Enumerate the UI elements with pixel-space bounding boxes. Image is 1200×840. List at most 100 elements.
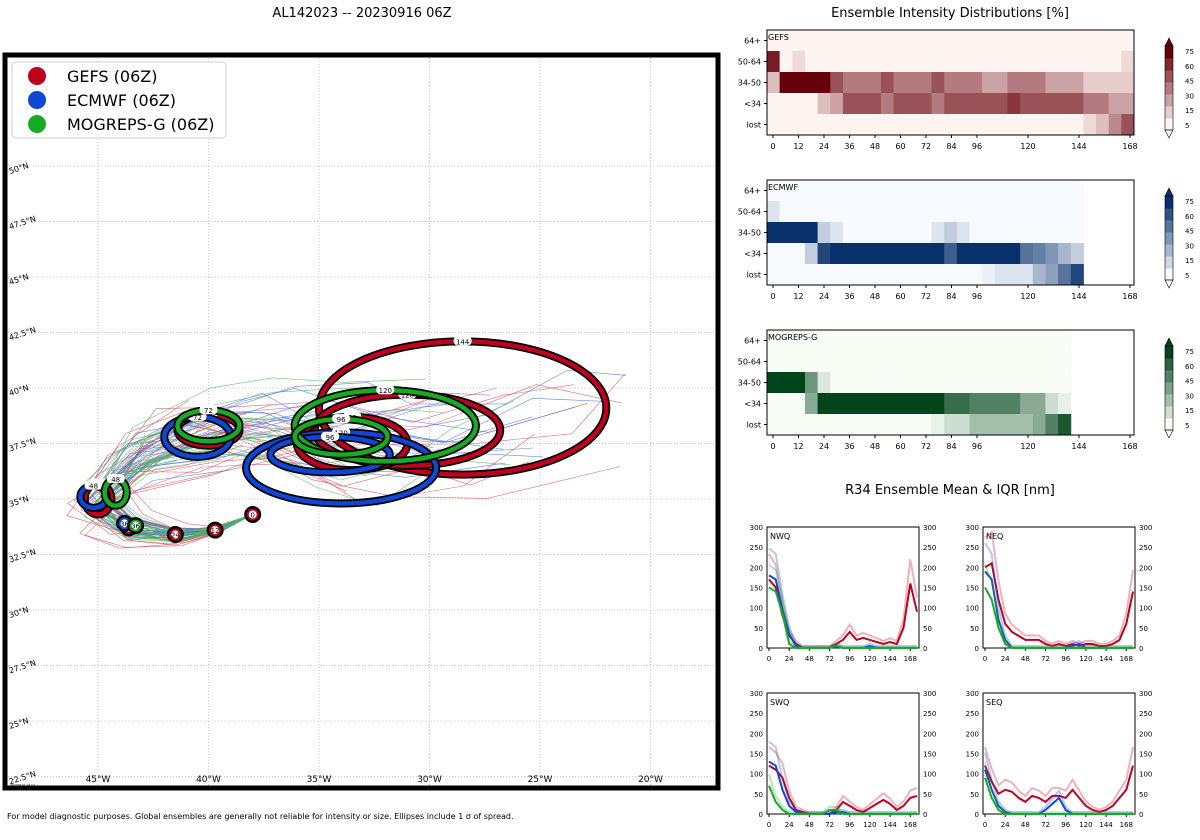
heatmap-cell (982, 414, 996, 436)
heatmap-cell (1020, 243, 1034, 265)
heatmap-cell (804, 414, 819, 436)
r34-xtick-label: 96 (1061, 655, 1070, 663)
heatmap-cell (893, 72, 907, 94)
heatmap-cell (893, 201, 907, 223)
heatmap-row-label: 34-50 (738, 379, 761, 388)
position-marker (246, 508, 259, 521)
heatmap-cell (830, 393, 844, 415)
r34-xtick-label: 48 (805, 655, 814, 663)
colorbar-tick-label: 5 (1185, 272, 1189, 280)
heatmap-cell (817, 351, 831, 373)
heatmap-cell (931, 243, 945, 265)
heatmap-cell (931, 414, 945, 436)
heatmap-cell (804, 222, 819, 244)
heatmap-cell (830, 201, 844, 223)
heatmap-cell (804, 264, 819, 286)
heatmap-row-label: lost (747, 121, 761, 130)
ellipse-hour-label: 48 (111, 476, 120, 484)
heatmap-cell (842, 51, 857, 73)
heatmap-cell (1083, 30, 1097, 52)
r34-ytick-label-right: 50 (923, 625, 932, 633)
heatmap-cell (1007, 330, 1021, 352)
heatmap-cell (982, 264, 996, 286)
heatmap-cell (817, 243, 831, 265)
colorbar-tick-label: 75 (1185, 198, 1194, 206)
heatmap-cell (1058, 93, 1072, 115)
heatmap-xtick-label: 60 (895, 292, 905, 301)
heatmap-cell (906, 72, 920, 94)
r34-ytick-label: 100 (750, 605, 763, 613)
heatmap-cell (792, 330, 806, 352)
heatmap-cell (1032, 351, 1046, 373)
colorbar-tick-label: 60 (1185, 213, 1194, 221)
heatmap-xtick-label: 144 (1071, 292, 1086, 301)
r34-xtick-label: 24 (785, 821, 794, 829)
heatmap-cell (767, 222, 781, 244)
position-marker (129, 519, 142, 532)
heatmap-cell (931, 180, 945, 202)
heatmap-cell (994, 51, 1008, 73)
heatmap-cell (842, 393, 857, 415)
heatmap-cell (918, 180, 933, 202)
r34-ytick-label-right: 200 (923, 564, 936, 572)
heatmap-cell (830, 243, 844, 265)
heatmap-cell (1045, 372, 1059, 394)
heatmap-cell (767, 414, 781, 436)
heatmap-cell (1045, 114, 1059, 136)
heatmap-cell (982, 351, 996, 373)
heatmap-xtick-label: 0 (770, 442, 775, 451)
ellipse-hour-label: 72 (193, 414, 202, 422)
colorbar-tick-label: 45 (1185, 78, 1194, 86)
heatmap-cell (931, 393, 945, 415)
heatmap-cell (893, 372, 907, 394)
heatmap-cell (956, 51, 970, 73)
r34-xtick-label: 0 (983, 655, 987, 663)
ellipse-hour-badge (84, 480, 103, 490)
heatmap-cell (1096, 114, 1110, 136)
heatmap-cell (792, 393, 806, 415)
heatmap-cell (982, 180, 996, 202)
heatmap-row-label: 50-64 (738, 208, 761, 217)
heatmap-cell (1121, 51, 1135, 73)
legend-box (11, 61, 227, 139)
r34-ytick-label-right: 250 (1139, 544, 1152, 552)
heatmap-cell (842, 30, 857, 52)
ellipse-hour-label: 96 (326, 434, 335, 442)
heatmap-cell (804, 114, 819, 136)
heatmap-cell (994, 330, 1008, 352)
heatmap-cell (767, 351, 781, 373)
heatmap-row-label: 34-50 (738, 79, 761, 88)
heatmap-cell (1045, 243, 1059, 265)
r34-xtick-label: 144 (1099, 655, 1113, 663)
heatmap-cell (1032, 393, 1046, 415)
heatmap-cell (969, 51, 983, 73)
heatmap-cell (817, 393, 831, 415)
heatmap-cell (1032, 51, 1046, 73)
heatmap-cell (944, 393, 958, 415)
colorbar-segment (1165, 94, 1173, 107)
heatmap-cell (767, 243, 781, 265)
heatmap-cell (779, 114, 793, 136)
heatmap-cell (855, 222, 869, 244)
r34-ytick-label-right: 50 (1139, 791, 1148, 799)
track-map: 144120967248120967248120967248 012243636… (2, 52, 721, 791)
heatmap-cell (1070, 180, 1084, 202)
heatmap-cell (906, 93, 920, 115)
heatmap-cell (931, 201, 945, 223)
heatmap-cell (830, 264, 844, 286)
heatmap-cell (804, 201, 819, 223)
heatmap-row-label: 50-64 (738, 58, 761, 67)
r34-ytick-label-right: 250 (923, 544, 936, 552)
heatmap-cell (969, 30, 983, 52)
heatmap-cell (767, 93, 781, 115)
heatmap-cell (855, 201, 869, 223)
r34-ytick-label-right: 150 (923, 585, 936, 593)
heatmap-cell (1020, 180, 1034, 202)
heatmap-cell (842, 93, 857, 115)
heatmap-cell (1058, 72, 1072, 94)
r34-xtick-label: 0 (767, 655, 771, 663)
heatmap-cell (956, 222, 970, 244)
heatmap-cell (893, 30, 907, 52)
